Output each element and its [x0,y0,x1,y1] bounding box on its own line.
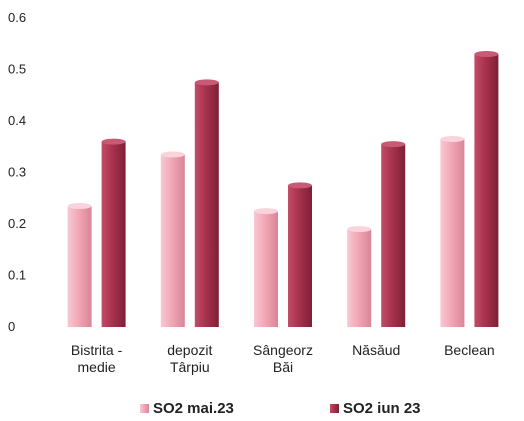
bar-top-cap [101,138,126,145]
bar-top-cap [288,182,312,189]
x-category-label: Bistrita - [71,342,123,358]
y-tick-label: 0.6 [8,10,26,25]
bar-so2-iun [288,182,312,327]
bar-top-cap [347,226,372,233]
x-category-label: Băi [273,359,293,375]
legend-swatch [140,404,149,413]
bar-top-cap [381,141,406,148]
bar-so2-mai [67,202,92,327]
bar-so2-mai [160,151,185,327]
legend-label: SO2 mai.23 [153,400,234,417]
x-category-label: medie [78,359,116,375]
x-category-label: Târpiu [170,359,210,375]
legend: SO2 mai.23 SO2 iun 23 [140,400,421,417]
x-category-label: Beclean [444,342,495,358]
bar-top-cap [474,51,499,58]
bar-top-cap [67,202,92,209]
y-tick-label: 0.5 [8,62,26,77]
legend-label: SO2 iun 23 [343,400,421,417]
bar-so2-iun [381,141,406,327]
bar-so2-mai [440,136,465,327]
x-category-label: Sângeorz [253,342,313,358]
bar-top-cap [194,79,219,86]
plot-area [67,51,499,328]
x-category-label: depozit [167,342,212,358]
legend-swatch [330,404,339,413]
bar-so2-iun [194,79,219,327]
y-tick-label: 0.4 [8,113,26,128]
y-tick-label: 0.1 [8,268,26,283]
y-tick-label: 0.2 [8,216,26,231]
bar-top-cap [440,136,465,143]
bar-so2-mai [254,208,278,327]
bar-so2-mai [347,226,372,327]
bar-top-cap [254,208,278,215]
y-tick-label: 0.3 [8,165,26,180]
x-category-label: Năsăud [352,342,400,358]
y-tick-label: 0 [8,319,15,334]
bar-so2-iun [101,138,126,327]
bar-top-cap [160,151,185,158]
bar-so2-iun [474,51,499,328]
y-axis-ticks: 0 0.1 0.2 0.3 0.4 0.5 0.6 [8,10,26,334]
